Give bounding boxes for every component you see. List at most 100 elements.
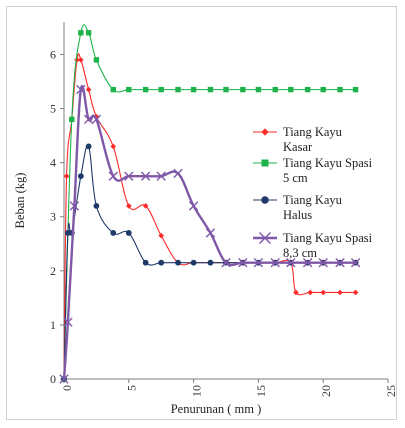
x-marker-stroke [63, 317, 73, 327]
data-point [91, 114, 102, 125]
y-tick-label: 5 [50, 102, 56, 116]
data-point [63, 173, 70, 179]
y-tick-label: 2 [50, 264, 56, 278]
data-point [320, 86, 326, 93]
series-tiang-kayu-spasi-8-3-cm [59, 84, 361, 384]
data-point [59, 374, 69, 384]
x-marker-stroke [173, 168, 183, 179]
series-tiang-kayu-kasar [61, 53, 359, 382]
legend-swatch-marker [261, 128, 269, 136]
data-point [223, 86, 229, 93]
data-point [190, 86, 197, 93]
data-point [205, 228, 216, 238]
data-point [337, 86, 343, 93]
data-point [76, 84, 86, 95]
legend-label: Kasar [283, 140, 313, 154]
data-point [272, 86, 278, 93]
data-point [156, 171, 166, 181]
y-tick-label: 1 [50, 318, 56, 332]
data-point [350, 258, 361, 268]
legend-swatch-marker [261, 196, 269, 204]
x-axis-title: Penurunan ( mm ) [171, 402, 262, 416]
x-tick-label: 5 [125, 385, 139, 391]
x-marker-stroke [108, 171, 118, 181]
data-point [93, 57, 100, 63]
data-point [142, 259, 149, 266]
data-point [69, 201, 80, 211]
x-marker-stroke [318, 258, 328, 268]
data-point [175, 86, 181, 93]
x-marker-stroke [205, 228, 216, 238]
data-point [352, 289, 359, 296]
data-point [175, 259, 181, 266]
data-point [108, 171, 118, 181]
data-point [337, 289, 343, 296]
data-point [302, 258, 313, 268]
x-marker-stroke [286, 258, 296, 268]
data-point [173, 168, 183, 179]
data-point [83, 114, 94, 125]
data-point [188, 201, 199, 211]
x-marker-stroke [302, 258, 313, 268]
y-tick-label: 4 [50, 156, 56, 170]
x-marker-stroke [335, 258, 345, 268]
data-point [293, 289, 299, 296]
data-point [207, 86, 214, 93]
chart-frame [6, 6, 397, 420]
x-marker-stroke [76, 84, 86, 95]
x-tick-label: 25 [384, 385, 398, 397]
data-point [78, 30, 84, 36]
y-tick-label: 3 [50, 210, 56, 224]
legend-label: 8,3 cm [283, 246, 317, 260]
data-point [124, 171, 134, 181]
x-marker-stroke [253, 258, 264, 268]
data-point [304, 86, 311, 93]
x-tick-label: 0 [60, 385, 74, 391]
x-marker-stroke [69, 201, 80, 211]
x-marker-stroke [91, 114, 102, 125]
series-layer [59, 24, 361, 384]
data-point [190, 259, 197, 266]
data-point [142, 203, 149, 209]
data-point [126, 203, 132, 209]
data-point [78, 57, 84, 63]
data-point [288, 86, 294, 93]
data-point [125, 230, 132, 236]
legend-swatch-marker [261, 159, 269, 167]
series-line [63, 24, 356, 380]
data-point [221, 258, 231, 268]
legend-label: 5 cm [283, 171, 308, 185]
data-point [85, 86, 92, 93]
data-point [255, 86, 262, 93]
data-point [110, 86, 116, 93]
x-marker-stroke [83, 114, 94, 125]
data-point [63, 317, 73, 327]
data-point [158, 232, 164, 239]
data-point [140, 171, 151, 181]
x-marker-stroke [156, 171, 166, 181]
legend-swatch-marker [259, 232, 271, 244]
data-point [142, 86, 149, 93]
x-tick-label: 10 [189, 385, 203, 397]
data-point [85, 143, 92, 150]
data-point [253, 258, 264, 268]
data-point [158, 259, 165, 266]
x-tick-label: 15 [254, 385, 268, 397]
data-point [110, 230, 117, 236]
data-point [240, 86, 246, 93]
x-marker-stroke [270, 258, 280, 268]
x-marker-stroke [140, 171, 151, 181]
data-point [335, 258, 345, 268]
data-point [110, 143, 117, 150]
legend-label: Tiang Kayu [283, 193, 343, 207]
data-point [318, 258, 328, 268]
x-tick-label: 20 [319, 385, 333, 397]
data-point [238, 258, 248, 268]
data-point [307, 289, 314, 296]
x-marker-stroke [59, 374, 69, 384]
